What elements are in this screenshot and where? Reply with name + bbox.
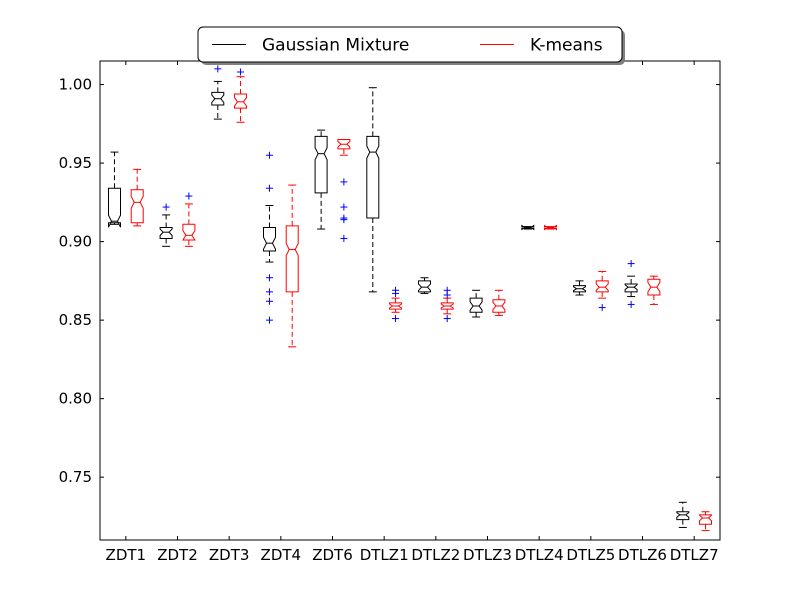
x-tick-label: ZDT3 bbox=[209, 546, 250, 564]
x-tick-label: DTLZ1 bbox=[360, 546, 409, 564]
x-tick-label: ZDT6 bbox=[312, 546, 353, 564]
box-body bbox=[573, 285, 586, 293]
box-flier bbox=[265, 151, 273, 159]
x-tick-label: DTLZ5 bbox=[566, 546, 615, 564]
box-body bbox=[595, 280, 609, 293]
box-gaussian-mixture-zdt3 bbox=[211, 65, 225, 120]
box-body bbox=[389, 302, 402, 310]
box-body bbox=[130, 189, 144, 224]
box-k-means-dtlz5 bbox=[595, 270, 609, 312]
legend: Gaussian Mixture K-means bbox=[197, 26, 625, 65]
box-flier bbox=[627, 260, 635, 268]
box-gaussian-mixture-dtlz7 bbox=[676, 501, 690, 528]
box-flier bbox=[265, 184, 273, 192]
x-tick-label: ZDT4 bbox=[261, 546, 302, 564]
box-body bbox=[544, 224, 557, 231]
box-gaussian-mixture-dtlz5 bbox=[573, 280, 586, 296]
box-flier bbox=[392, 289, 400, 297]
box-k-means-dtlz3 bbox=[492, 289, 506, 316]
box-gaussian-mixture-dtlz2 bbox=[418, 277, 431, 294]
x-tick-label: ZDT1 bbox=[106, 546, 147, 564]
x-tick-label: DTLZ3 bbox=[463, 546, 512, 564]
box-body bbox=[647, 278, 661, 296]
box-k-means-zdt2 bbox=[181, 192, 196, 247]
box-k-means-zdt6 bbox=[337, 139, 351, 242]
box-body bbox=[337, 139, 351, 150]
axis-layer: 0.75 0.80 0.85 0.90 0.95 1.00 ZDT1 ZDT2 ZDT3 ZDT4… bbox=[59, 61, 720, 564]
y-tick-label: 1.00 bbox=[59, 76, 92, 94]
box-k-means-dtlz4 bbox=[544, 224, 557, 231]
box-body bbox=[699, 514, 712, 525]
box-flier bbox=[214, 65, 222, 73]
y-tick-label: 0.90 bbox=[59, 233, 92, 251]
box-flier bbox=[340, 216, 348, 224]
box-flier bbox=[185, 192, 193, 200]
box-gaussian-mixture-zdt2 bbox=[159, 203, 173, 247]
box-k-means-zdt4 bbox=[285, 184, 299, 348]
box-flier bbox=[265, 288, 273, 296]
box-flier bbox=[627, 300, 635, 308]
box-k-means-dtlz2 bbox=[440, 286, 454, 323]
box-body bbox=[181, 223, 196, 241]
box-flier bbox=[598, 304, 606, 312]
box-gaussian-mixture-zdt4 bbox=[263, 151, 276, 324]
box-flier bbox=[340, 234, 348, 242]
box-body bbox=[521, 224, 535, 231]
box-flier bbox=[443, 291, 451, 299]
box-k-means-zdt1 bbox=[130, 168, 144, 227]
box-flier bbox=[265, 297, 273, 305]
box-k-means-dtlz6 bbox=[647, 275, 661, 305]
box-k-means-dtlz7 bbox=[699, 511, 712, 532]
box-flier bbox=[237, 68, 245, 76]
box-flier bbox=[340, 203, 348, 211]
y-tick-label: 0.75 bbox=[59, 468, 92, 486]
plot-layer bbox=[108, 65, 712, 532]
y-tick-label: 0.80 bbox=[59, 390, 92, 408]
box-body bbox=[440, 302, 454, 310]
legend-label-0: Gaussian Mixture bbox=[262, 36, 409, 56]
box-gaussian-mixture-dtlz1 bbox=[366, 87, 380, 293]
box-body bbox=[211, 91, 225, 106]
box-k-means-dtlz1 bbox=[389, 286, 402, 323]
box-body bbox=[366, 135, 380, 219]
legend-box bbox=[197, 26, 623, 63]
box-flier bbox=[162, 203, 170, 211]
box-body bbox=[108, 187, 121, 228]
x-tick-label: DTLZ2 bbox=[411, 546, 460, 564]
x-tick-label: DTLZ7 bbox=[670, 546, 719, 564]
box-flier bbox=[443, 315, 451, 323]
box-body bbox=[159, 227, 173, 239]
box-flier bbox=[392, 315, 400, 323]
box-gaussian-mixture-zdt6 bbox=[314, 129, 328, 230]
y-tick-label: 0.95 bbox=[59, 154, 92, 172]
box-flier bbox=[265, 316, 273, 324]
box-body bbox=[418, 280, 431, 293]
x-tick-label: ZDT2 bbox=[157, 546, 198, 564]
box-body bbox=[492, 299, 506, 313]
box-body bbox=[676, 511, 690, 521]
y-tick-label: 0.85 bbox=[59, 311, 92, 329]
x-tick-label: DTLZ4 bbox=[515, 546, 564, 564]
box-gaussian-mixture-dtlz4 bbox=[521, 224, 535, 231]
box-body bbox=[624, 283, 638, 293]
legend-label-1: K-means bbox=[530, 36, 603, 56]
x-tick-label: DTLZ6 bbox=[618, 546, 667, 564]
box-flier bbox=[340, 178, 348, 186]
box-body bbox=[234, 93, 247, 109]
box-body bbox=[285, 225, 299, 293]
box-body bbox=[314, 135, 328, 194]
box-body bbox=[263, 227, 276, 252]
box-gaussian-mixture-dtlz6 bbox=[624, 260, 638, 308]
box-k-means-zdt3 bbox=[234, 68, 247, 123]
box-flier bbox=[265, 274, 273, 282]
box-body bbox=[469, 297, 483, 313]
box-gaussian-mixture-dtlz3 bbox=[469, 289, 483, 318]
box-gaussian-mixture-zdt1 bbox=[108, 151, 121, 228]
